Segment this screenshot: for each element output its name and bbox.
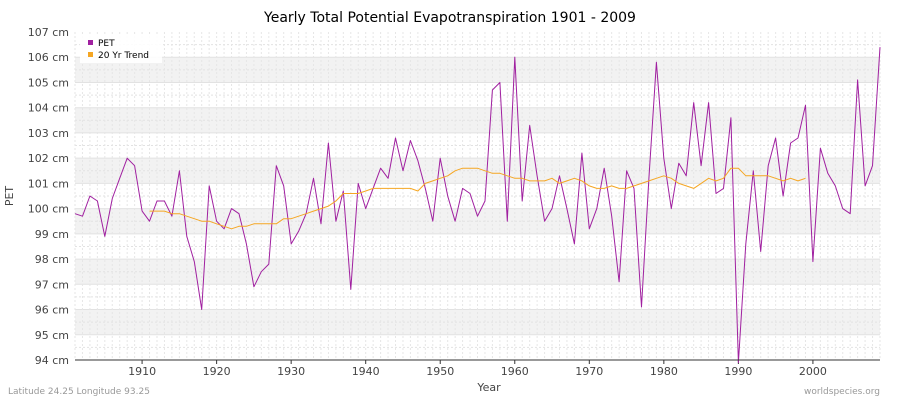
legend-label-pet: PET [98,39,115,49]
legend: PET 20 Yr Trend [80,35,162,63]
legend-label-trend: 20 Yr Trend [98,51,149,61]
plot-band [75,334,880,360]
y-tick-label: 103 cm [28,127,69,140]
y-axis-ticks: 94 cm 95 cm 96 cm 97 cm 98 cm 99 cm 100 cm 101 … [28,26,69,367]
x-tick-label: 1950 [426,365,454,378]
plot-band [75,158,880,184]
x-tick-label: 1980 [650,365,678,378]
footer-source: worldspecies.org [804,387,880,397]
y-tick-label: 99 cm [35,228,69,241]
x-axis-ticks: 1910 1920 1930 1940 1950 1960 1970 1980 1990 2000 [128,360,827,378]
x-tick-label: 1990 [724,365,752,378]
x-tick-label: 1910 [128,365,156,378]
legend-swatch-trend [88,52,93,57]
x-tick-label: 1930 [277,365,305,378]
plot-band [75,82,880,108]
x-tick-label: 1940 [352,365,380,378]
y-tick-label: 106 cm [28,51,69,64]
y-tick-label: 100 cm [28,203,69,216]
grid-lines [74,32,881,360]
y-tick-label: 104 cm [28,102,69,115]
trend-series-line [149,167,806,230]
y-tick-label: 97 cm [35,278,69,291]
x-tick-label: 1920 [203,365,231,378]
pet-series-line [74,47,881,363]
y-tick-label: 105 cm [28,76,69,89]
x-tick-label: 1960 [501,365,529,378]
y-tick-label: 95 cm [35,329,69,342]
x-axis-label: Year [476,381,501,394]
y-tick-label: 94 cm [35,354,69,367]
x-tick-label: 2000 [799,365,827,378]
chart-title: Yearly Total Potential Evapotranspiratio… [263,10,636,26]
footer-location: Latitude 24.25 Longitude 93.25 [8,387,150,397]
y-axis-label: PET [3,186,16,207]
y-tick-label: 107 cm [28,26,69,39]
y-tick-label: 96 cm [35,304,69,317]
legend-box [80,35,162,63]
x-tick-label: 1970 [575,365,603,378]
series-lines [74,47,881,363]
legend-swatch-pet [88,40,93,45]
y-tick-label: 101 cm [28,177,69,190]
y-tick-label: 102 cm [28,152,69,165]
y-tick-label: 98 cm [35,253,69,266]
